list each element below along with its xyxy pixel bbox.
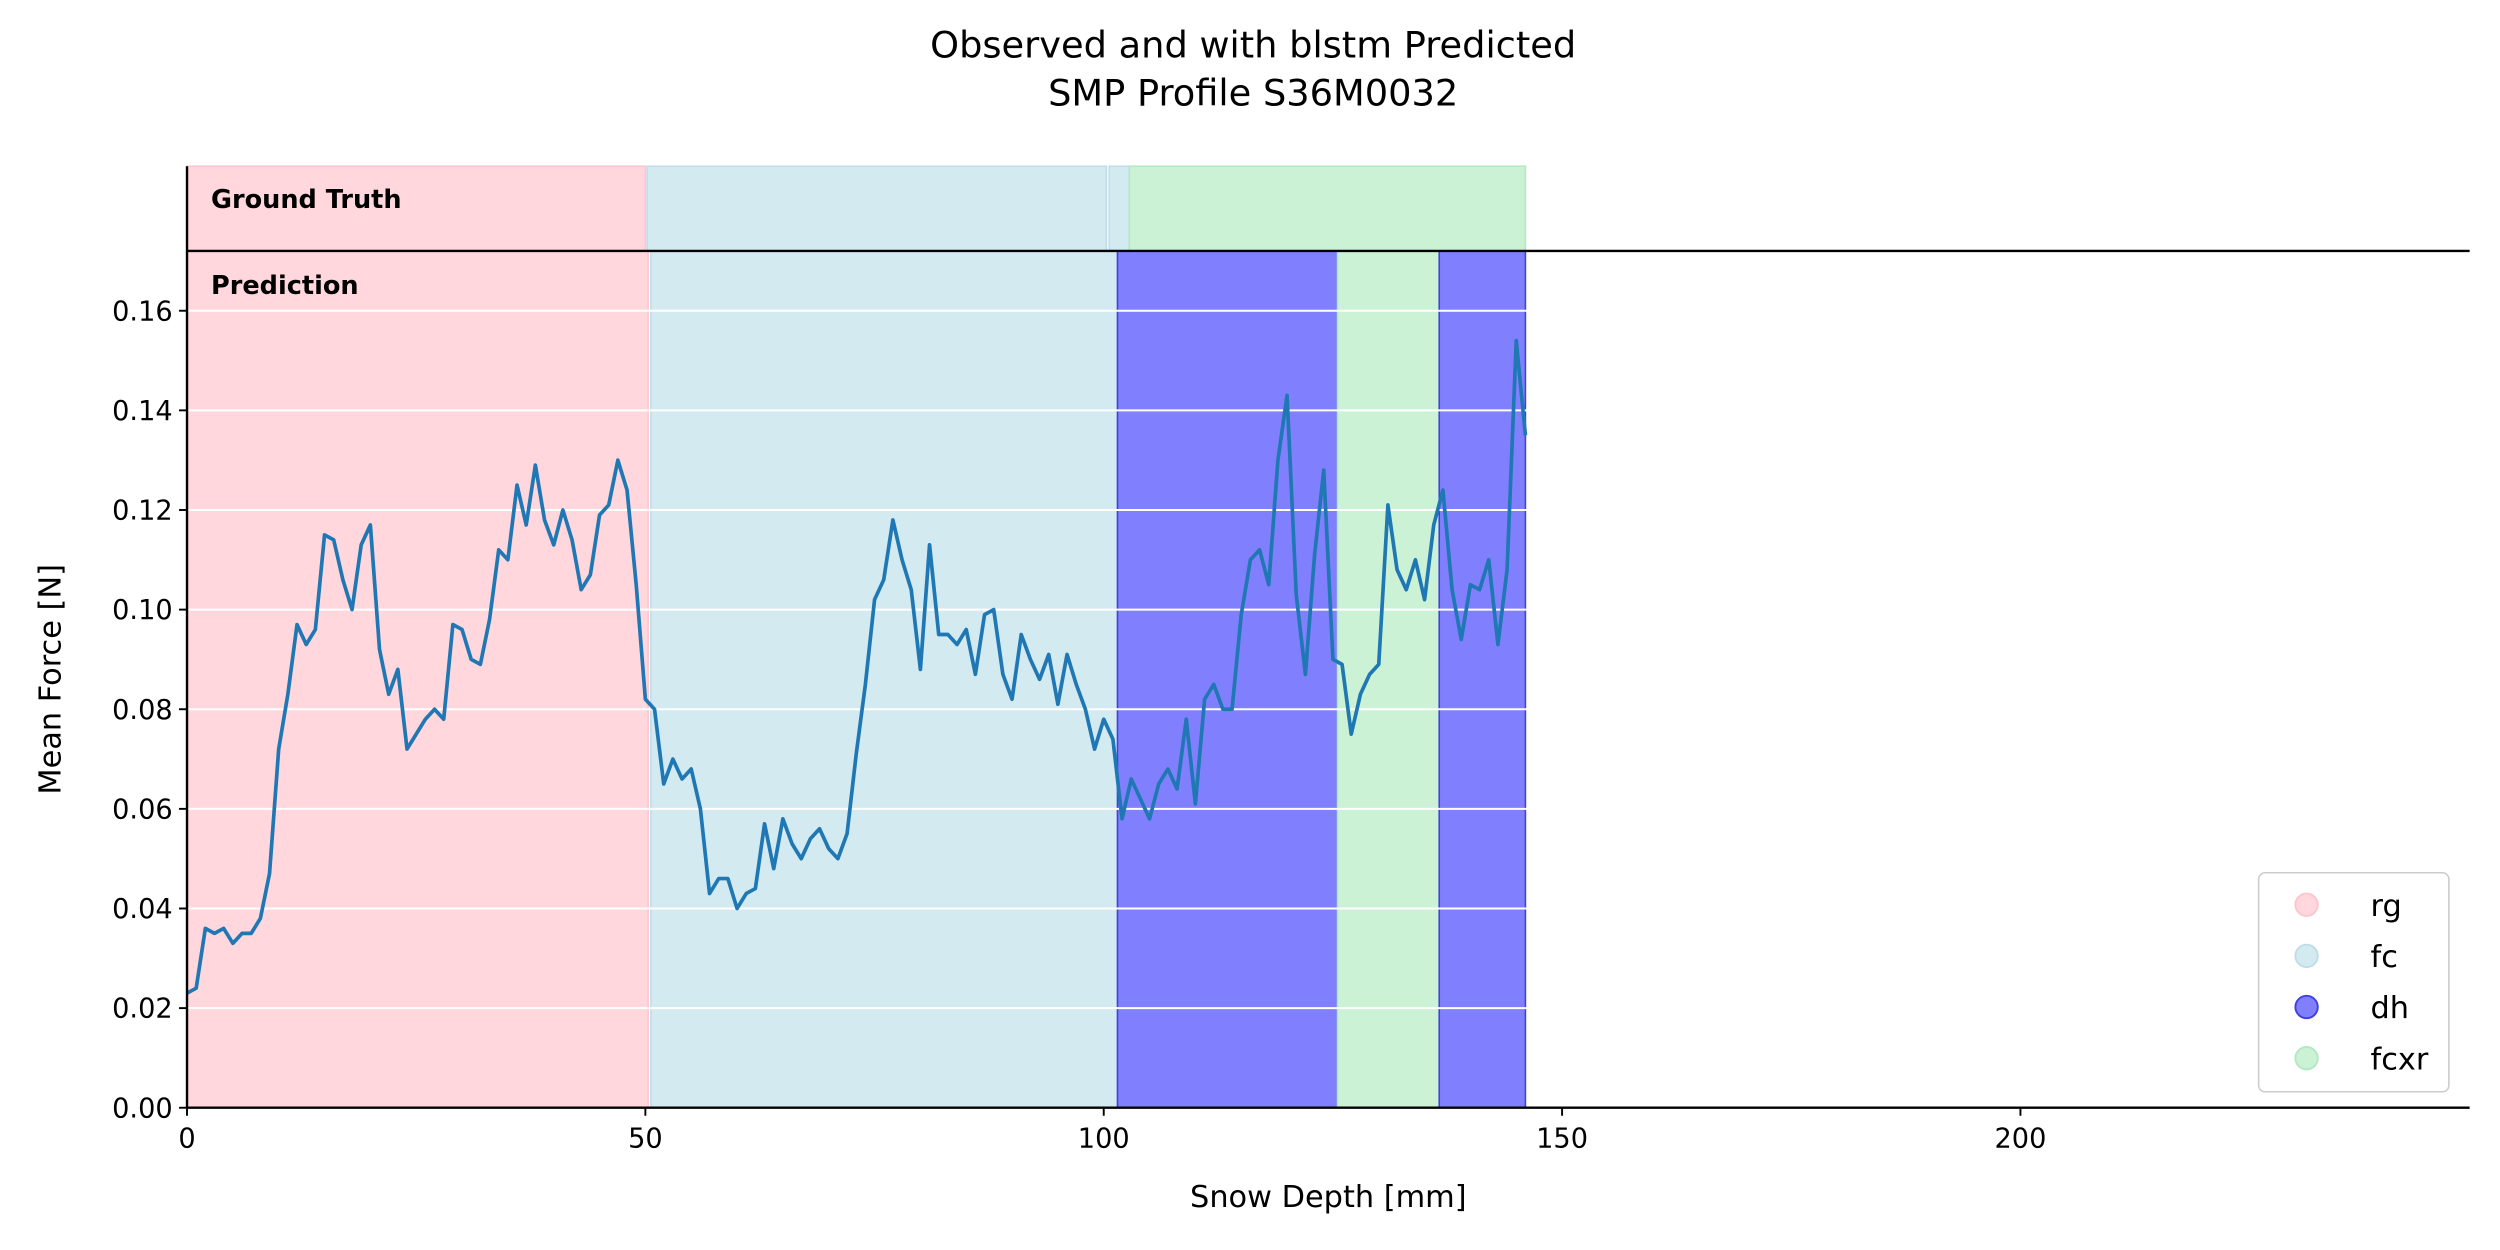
y-tick-label: 0.12 bbox=[112, 496, 172, 527]
x-tick-label: 0 bbox=[178, 1124, 195, 1155]
x-axis-label: Snow Depth [mm] bbox=[1190, 1180, 1467, 1215]
y-tick-label: 0.06 bbox=[112, 794, 172, 825]
x-tick-label: 100 bbox=[1078, 1124, 1130, 1155]
class-segment bbox=[186, 250, 649, 1109]
legend-marker bbox=[2294, 994, 2319, 1020]
data-line bbox=[186, 338, 1528, 995]
chart-title: SMP Profile S36M0032 bbox=[1048, 71, 1458, 114]
legend-marker bbox=[2294, 1046, 2319, 1071]
x-tick-label: 150 bbox=[1536, 1124, 1588, 1155]
legend-marker bbox=[2294, 892, 2319, 917]
legend-label: rg bbox=[2371, 889, 2402, 924]
y-tick-label: 0.16 bbox=[112, 296, 172, 327]
y-axis-label: Mean Force [N] bbox=[34, 564, 69, 795]
y-tick-label: 0.08 bbox=[112, 695, 172, 726]
chart-title: Observed and with blstm Predicted bbox=[930, 24, 1576, 67]
legend-label: dh bbox=[2371, 991, 2410, 1026]
panel-label: Ground Truth bbox=[211, 185, 402, 215]
y-tick-label: 0.04 bbox=[112, 894, 172, 925]
class-segment bbox=[650, 250, 1119, 1109]
class-segment bbox=[1128, 165, 1527, 252]
legend-label: fc bbox=[2371, 940, 2398, 975]
legend-marker bbox=[2294, 943, 2319, 969]
class-segment bbox=[1108, 165, 1131, 252]
y-tick-label: 0.10 bbox=[112, 595, 172, 626]
class-segment bbox=[646, 165, 1108, 252]
class-segment bbox=[1438, 250, 1527, 1109]
legend-box bbox=[2257, 871, 2450, 1093]
y-tick-label: 0.14 bbox=[112, 396, 172, 427]
class-segment bbox=[186, 165, 647, 252]
class-segment bbox=[1116, 250, 1339, 1109]
y-tick-label: 0.02 bbox=[112, 994, 172, 1025]
legend-label: fcxr bbox=[2371, 1042, 2429, 1077]
x-tick-label: 50 bbox=[628, 1124, 663, 1155]
class-segment bbox=[1336, 250, 1441, 1109]
y-tick-label: 0.00 bbox=[112, 1093, 172, 1124]
x-tick-label: 200 bbox=[1995, 1124, 2047, 1155]
panel-label: Prediction bbox=[211, 271, 359, 301]
